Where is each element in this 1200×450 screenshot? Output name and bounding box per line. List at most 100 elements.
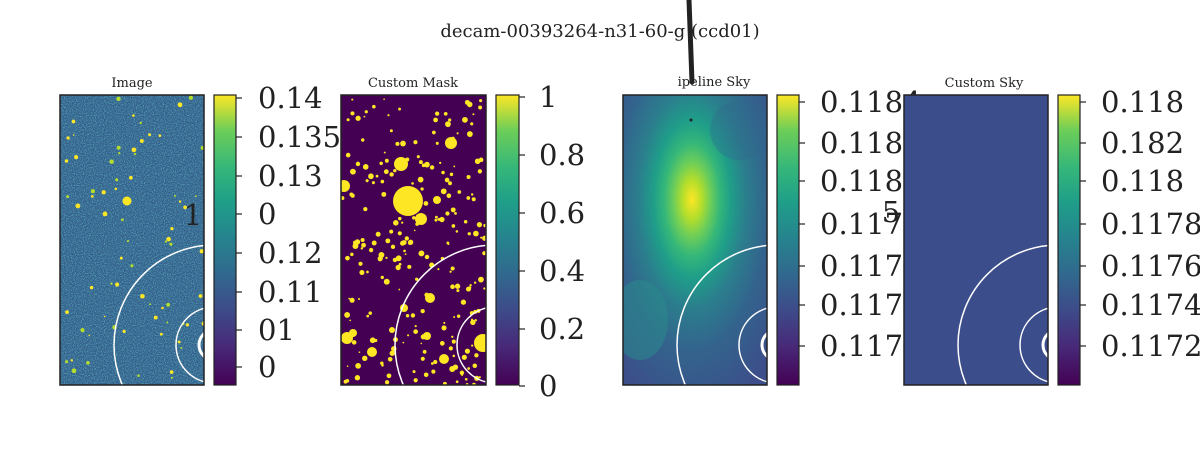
mask-blob (387, 356, 393, 362)
mask-blob (474, 334, 486, 352)
mask-blob (346, 365, 349, 367)
colorbar-tick-label: 0 (258, 197, 276, 231)
mask-blob (433, 359, 438, 365)
image-source (169, 370, 174, 374)
image-source (121, 218, 124, 222)
mask-blob (402, 341, 405, 344)
mask-blob (349, 319, 352, 322)
colorbar-tick-label: 0.182 (1101, 126, 1184, 160)
mask-blob (480, 236, 483, 239)
mask-blob (450, 284, 455, 290)
stray-stroke (686, 0, 695, 85)
mask-blob (393, 168, 397, 173)
colorbar-tick-label: 0.8 (539, 138, 585, 172)
mask-blob (389, 229, 394, 234)
mask-blob (479, 99, 483, 103)
mask-blob (350, 300, 353, 302)
mask-blob (434, 111, 440, 116)
colorbar-tick-label: 0.118 (1101, 85, 1184, 119)
image-source (149, 303, 152, 306)
image-source (131, 147, 137, 153)
image-source (200, 145, 204, 150)
image-source (110, 282, 113, 285)
mask-blob (383, 98, 385, 100)
image-source (166, 236, 171, 242)
colorbar-tick-label: 0.118 (820, 164, 903, 198)
mask-blob (358, 351, 361, 354)
sky-lobe-left (623, 280, 668, 360)
image-source (116, 145, 121, 150)
mask-blob (439, 341, 445, 346)
colorbar-ticks-pipeline-sky: 0.11840.11820.1180.11780.11760.11740.117… (799, 85, 921, 363)
mask-blob (407, 334, 410, 337)
mask-blob (469, 283, 472, 287)
mask-blob (413, 329, 419, 334)
image-source (194, 195, 197, 198)
panel-title-custom-sky: Custom Sky (945, 76, 1024, 91)
mask-blob (433, 196, 441, 204)
mask-blob (379, 161, 383, 166)
mask-blob (392, 257, 398, 263)
mask-blob (395, 264, 401, 271)
mask-blob (398, 216, 402, 221)
mask-blob (473, 230, 479, 237)
mask-blob (449, 270, 452, 273)
image-source (173, 194, 176, 197)
mask-blob (456, 314, 461, 318)
mask-blob (389, 350, 395, 356)
image-source (177, 340, 181, 344)
mask-blob (474, 353, 479, 358)
mask-blob (420, 187, 424, 191)
mask-blob (448, 346, 453, 351)
mask-blob (351, 98, 354, 101)
mask-blob (420, 356, 425, 361)
mask-blob (461, 354, 467, 360)
image-source (109, 159, 114, 164)
mask-blob (482, 251, 486, 256)
mask-blob (451, 339, 456, 344)
colorbar-tick-label: 0.1174 (1101, 288, 1200, 322)
mask-blob (466, 196, 471, 200)
mask-blob (345, 187, 349, 191)
mask-blob (431, 130, 436, 135)
panel-pipeline-sky: ipeline Sky 0.11840.11820.1180.11780.117… (622, 75, 921, 386)
mask-blob (345, 378, 350, 383)
mask-blob (422, 349, 427, 354)
mask-blob (351, 340, 357, 345)
mask-blob (361, 138, 365, 142)
mask-blob (404, 236, 409, 241)
mask-blob (434, 215, 438, 219)
colorbar-tick-label: 0.1178 (1101, 207, 1200, 241)
mask-blob (439, 216, 445, 223)
mask-blob (405, 202, 411, 207)
image-source (170, 227, 174, 231)
mask-blob (470, 122, 474, 126)
mask-blob (439, 354, 449, 364)
mask-blob (345, 255, 350, 261)
mask-blob (350, 193, 355, 198)
image-source (126, 240, 130, 243)
mask-blob (406, 157, 409, 160)
mask-blob (386, 373, 392, 379)
image-source (70, 359, 73, 362)
colorbar-tick-label: 0 (258, 350, 276, 384)
mask-blob (393, 220, 399, 226)
colorbar-tick-label: 0.2 (539, 312, 585, 346)
image-sources (64, 95, 204, 379)
mask-blob (385, 256, 388, 260)
mask-blob (443, 111, 448, 116)
mask-frame (340, 94, 487, 386)
image-source (164, 240, 168, 243)
mask-blob (455, 230, 459, 233)
mask-blob (435, 141, 439, 145)
mask-blob (395, 141, 400, 146)
mask-blob (362, 355, 368, 362)
mask-blob (389, 172, 394, 177)
mask-blob (453, 165, 456, 168)
mask-blob (355, 115, 361, 121)
mask-blob (361, 242, 366, 248)
panel-title-custom-mask: Custom Mask (368, 76, 458, 91)
mask-blob (444, 177, 450, 183)
mask-blob (355, 362, 362, 369)
